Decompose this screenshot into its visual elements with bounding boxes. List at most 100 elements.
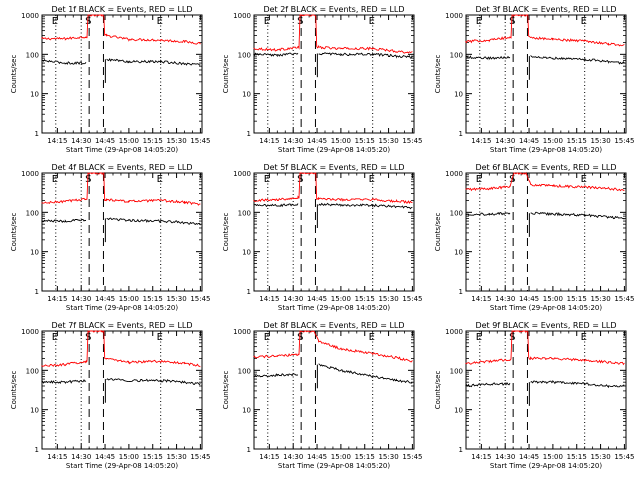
y-tick-label: 10 — [242, 91, 251, 99]
plot-frame — [41, 330, 203, 450]
series-line-lld — [253, 172, 413, 205]
marker-label-e: E — [264, 16, 270, 27]
y-tick-label: 10 — [454, 407, 463, 415]
x-tick-label: 15:45 — [190, 137, 210, 145]
y-tick-label: 1 — [35, 446, 39, 454]
series-line-lld — [465, 14, 625, 47]
y-tick-label: 100 — [238, 367, 251, 375]
series-line-events — [465, 379, 625, 389]
marker-label-e: E — [369, 332, 375, 343]
y-tick-label: 1000 — [21, 170, 39, 178]
panel-det-1f: Det 1f BLACK = Events, RED = LLD 1 10 100 10… — [10, 5, 211, 154]
marker-label-s: S — [297, 332, 303, 343]
panel-title: Det 9f BLACK = Events, RED = LLD — [475, 321, 616, 330]
y-tick-label: 1 — [459, 288, 463, 296]
y-axis-label: Counts/sec — [10, 371, 18, 410]
y-tick-label: 10 — [30, 249, 39, 257]
x-tick-label: 15:30 — [166, 295, 186, 303]
marker-label-e: E — [581, 332, 587, 343]
series-line-events — [41, 57, 201, 66]
x-tick-label: 15:45 — [614, 137, 634, 145]
x-tick-label: 15:15 — [143, 453, 163, 461]
y-tick-label: 1000 — [445, 328, 463, 336]
x-tick-label: 14:15 — [471, 295, 491, 303]
panel-title: Det 4f BLACK = Events, RED = LLD — [51, 163, 192, 172]
x-axis-label: Start Time (29-Apr-08 14:05:20) — [490, 462, 602, 470]
x-tick-label: 14:15 — [471, 137, 491, 145]
x-tick-label: 15:00 — [331, 453, 351, 461]
marker-label-e: E — [476, 16, 482, 27]
x-tick-label: 15:15 — [143, 137, 163, 145]
y-axis-label: Counts/sec — [222, 213, 230, 252]
y-tick-label: 10 — [242, 407, 251, 415]
y-tick-label: 10 — [454, 91, 463, 99]
panel-det-6f: Det 6f BLACK = Events, RED = LLD 1 10 100 10… — [434, 163, 635, 312]
panel-title: Det 3f BLACK = Events, RED = LLD — [475, 5, 616, 14]
marker-label-s: S — [85, 16, 91, 27]
x-tick-label: 14:45 — [307, 137, 327, 145]
x-tick-label: 15:15 — [355, 453, 375, 461]
x-axis-label: Start Time (29-Apr-08 14:05:20) — [66, 462, 178, 470]
x-axis-label: Start Time (29-Apr-08 14:05:20) — [66, 304, 178, 312]
x-tick-label: 14:45 — [307, 453, 327, 461]
y-tick-label: 10 — [30, 407, 39, 415]
y-tick-label: 1000 — [233, 170, 251, 178]
x-tick-label: 14:45 — [519, 295, 539, 303]
x-tick-label: 14:30 — [71, 453, 91, 461]
y-tick-label: 100 — [26, 51, 39, 59]
panel-det-9f: Det 9f BLACK = Events, RED = LLD 1 10 100 10… — [434, 321, 635, 470]
x-tick-label: 15:30 — [378, 295, 398, 303]
panel-det-5f: Det 5f BLACK = Events, RED = LLD 1 10 100 10… — [222, 163, 423, 312]
panel-title: Det 7f BLACK = Events, RED = LLD — [51, 321, 192, 330]
x-tick-label: 15:15 — [355, 137, 375, 145]
x-tick-label: 14:30 — [283, 295, 303, 303]
marker-label-e: E — [52, 332, 58, 343]
x-tick-label: 14:15 — [259, 453, 279, 461]
x-tick-label: 14:30 — [283, 453, 303, 461]
y-tick-label: 1000 — [445, 170, 463, 178]
y-tick-label: 1000 — [445, 12, 463, 20]
x-tick-label: 15:15 — [567, 137, 587, 145]
x-tick-label: 14:30 — [71, 295, 91, 303]
y-tick-label: 1 — [247, 288, 251, 296]
y-axis-label: Counts/sec — [10, 55, 18, 94]
x-tick-label: 15:00 — [119, 295, 139, 303]
x-tick-label: 15:45 — [402, 137, 422, 145]
series-line-lld — [41, 171, 201, 206]
plot-frame — [41, 172, 203, 292]
x-tick-label: 15:00 — [331, 295, 351, 303]
x-axis-label: Start Time (29-Apr-08 14:05:20) — [490, 304, 602, 312]
marker-label-e: E — [157, 174, 163, 185]
y-tick-label: 1000 — [233, 328, 251, 336]
y-tick-label: 1 — [459, 130, 463, 138]
series-line-lld — [253, 14, 413, 54]
x-tick-label: 15:30 — [378, 137, 398, 145]
plot-frame — [41, 14, 203, 134]
panel-title: Det 5f BLACK = Events, RED = LLD — [263, 163, 404, 172]
y-tick-label: 1 — [35, 130, 39, 138]
panel-det-8f: Det 8f BLACK = Events, RED = LLD 1 10 100 10… — [222, 321, 423, 470]
x-tick-label: 14:45 — [307, 295, 327, 303]
y-axis-label: Counts/sec — [222, 55, 230, 94]
y-tick-label: 10 — [242, 249, 251, 257]
x-tick-label: 15:30 — [166, 137, 186, 145]
marker-label-s: S — [297, 16, 303, 27]
y-tick-label: 10 — [454, 249, 463, 257]
x-tick-label: 14:45 — [519, 137, 539, 145]
x-axis-label: Start Time (29-Apr-08 14:05:20) — [278, 462, 390, 470]
plot-frame — [253, 172, 415, 292]
y-tick-label: 1000 — [233, 12, 251, 20]
marker-label-s: S — [509, 332, 515, 343]
series-line-events — [253, 51, 413, 59]
panel-title: Det 1f BLACK = Events, RED = LLD — [51, 5, 192, 14]
series-line-events — [41, 378, 201, 386]
x-tick-label: 15:00 — [543, 295, 563, 303]
y-tick-label: 100 — [450, 51, 463, 59]
y-tick-label: 100 — [238, 51, 251, 59]
plot-frame — [253, 330, 415, 450]
series-line-lld — [253, 330, 413, 363]
y-tick-label: 1 — [459, 446, 463, 454]
series-line-events — [253, 202, 413, 210]
panel-det-7f: Det 7f BLACK = Events, RED = LLD 1 10 100 10… — [10, 321, 211, 470]
